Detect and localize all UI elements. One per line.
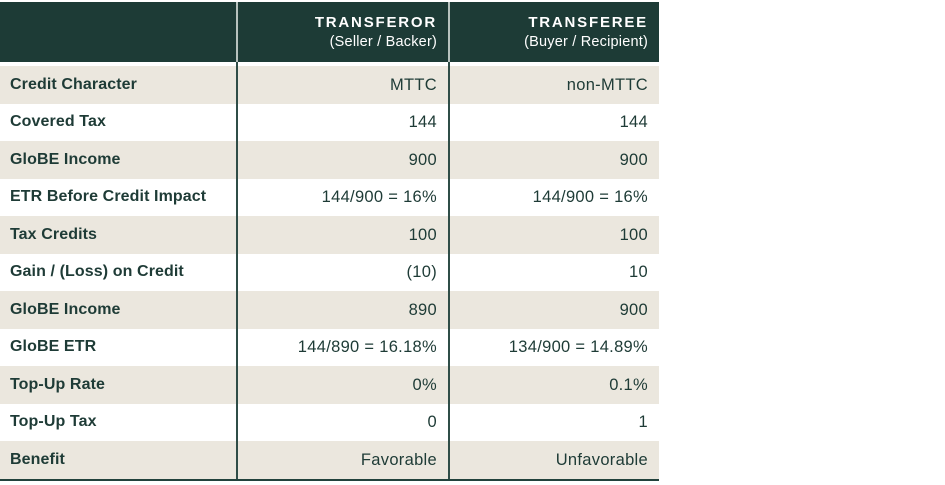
transferee-value: Unfavorable <box>448 441 659 479</box>
table-row: Benefit Favorable Unfavorable <box>0 441 659 479</box>
transferor-value: MTTC <box>236 66 448 104</box>
table-header-row: TRANSFEROR (Seller / Backer) TRANSFEREE … <box>0 2 659 62</box>
comparison-table: TRANSFEROR (Seller / Backer) TRANSFEREE … <box>0 2 659 481</box>
header-cell-empty <box>0 2 236 62</box>
row-label: Covered Tax <box>10 113 106 131</box>
transferee-value: 144 <box>448 103 659 141</box>
row-label: Credit Character <box>10 75 137 93</box>
header-cell-transferor: TRANSFEROR (Seller / Backer) <box>236 2 448 62</box>
gap-cell <box>236 62 448 66</box>
gap-cell <box>448 62 659 66</box>
row-label: GloBE ETR <box>10 338 97 356</box>
transferor-value: 144 <box>236 103 448 141</box>
column-subtitle-transferee: (Buyer / Recipient) <box>524 33 648 50</box>
header-body-gap <box>0 62 659 66</box>
transferee-value: 1 <box>448 403 659 441</box>
row-label: Top-Up Rate <box>10 375 106 393</box>
transferor-value: (10) <box>236 253 448 291</box>
header-cell-transferee: TRANSFEREE (Buyer / Recipient) <box>448 2 659 62</box>
transferee-value: 10 <box>448 253 659 291</box>
transferee-value: 100 <box>448 216 659 254</box>
column-title-transferor: TRANSFEROR <box>314 13 437 31</box>
table-row: Top-Up Rate 0% 0.1% <box>0 366 659 404</box>
column-title-transferee: TRANSFEREE <box>528 13 648 31</box>
transferor-value: 100 <box>236 216 448 254</box>
row-label: GloBE Income <box>10 300 121 318</box>
transferor-value: 0 <box>236 403 448 441</box>
transferor-value: 144/900 = 16% <box>236 178 448 216</box>
row-label: Tax Credits <box>10 225 98 243</box>
transferee-value: 0.1% <box>448 366 659 404</box>
table-row: GloBE ETR 144/890 = 16.18% 134/900 = 14.… <box>0 328 659 366</box>
row-label: Top-Up Tax <box>10 413 97 431</box>
table-row: Tax Credits 100 100 <box>0 216 659 254</box>
table-row: Top-Up Tax 0 1 <box>0 403 659 441</box>
transferor-value: 890 <box>236 291 448 329</box>
table-row: ETR Before Credit Impact 144/900 = 16% 1… <box>0 178 659 216</box>
transferor-value: 0% <box>236 366 448 404</box>
transferee-value: 134/900 = 14.89% <box>448 328 659 366</box>
table-row: Covered Tax 144 144 <box>0 103 659 141</box>
table-row: Credit Character MTTC non-MTTC <box>0 66 659 104</box>
transferor-value: 144/890 = 16.18% <box>236 328 448 366</box>
table-row: Gain / (Loss) on Credit (10) 10 <box>0 253 659 291</box>
table-row: GloBE Income 890 900 <box>0 291 659 329</box>
transferee-value: 144/900 = 16% <box>448 178 659 216</box>
table-row: GloBE Income 900 900 <box>0 141 659 179</box>
table-body: Credit Character MTTC non-MTTC Covered T… <box>0 66 659 481</box>
row-label: Benefit <box>10 450 65 468</box>
transferee-value: non-MTTC <box>448 66 659 104</box>
row-label: ETR Before Credit Impact <box>10 188 207 206</box>
transferor-value: 900 <box>236 141 448 179</box>
row-label: GloBE Income <box>10 150 121 168</box>
column-subtitle-transferor: (Seller / Backer) <box>329 33 437 50</box>
transferee-value: 900 <box>448 141 659 179</box>
transferee-value: 900 <box>448 291 659 329</box>
row-label: Gain / (Loss) on Credit <box>10 263 184 281</box>
transferor-value: Favorable <box>236 441 448 479</box>
